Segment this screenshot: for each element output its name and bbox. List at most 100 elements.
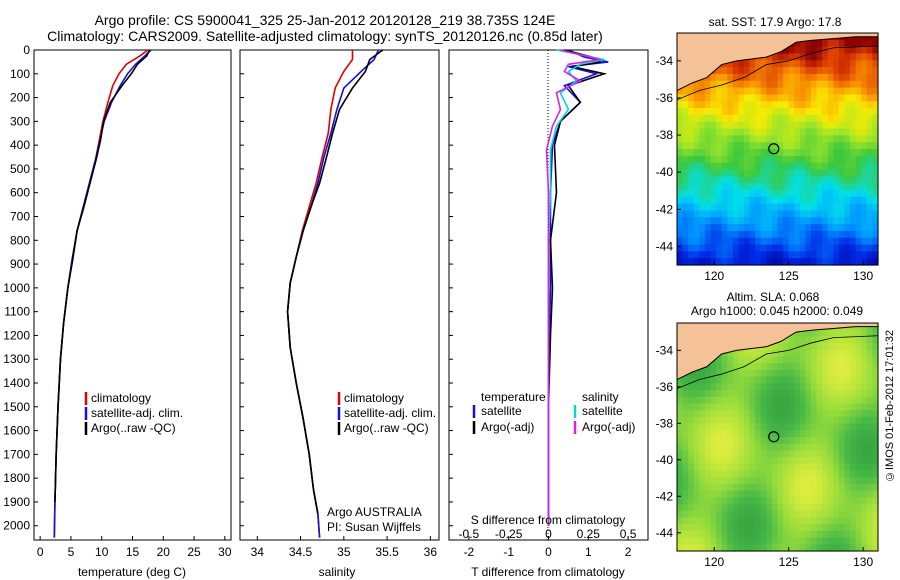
heatmap-cell	[811, 410, 818, 418]
heatmap-cell	[755, 101, 762, 109]
heatmap-cell	[777, 450, 784, 458]
heatmap-cell	[855, 524, 862, 532]
heatmap-cell	[833, 490, 840, 498]
heatmap-cell	[744, 142, 751, 150]
heatmap-cell	[682, 403, 689, 411]
heatmap-cell	[827, 349, 834, 358]
heatmap-cell	[788, 390, 795, 398]
heatmap-cell	[727, 155, 734, 164]
heatmap-cell	[682, 490, 689, 498]
heatmap-cell	[710, 403, 717, 411]
heatmap-cell	[710, 189, 717, 198]
heatmap-cell	[838, 530, 846, 539]
heatmap-cell	[755, 162, 762, 171]
heatmap-cell	[682, 410, 689, 418]
heatmap-cell	[732, 135, 740, 143]
heatmap-cell	[838, 544, 846, 552]
x-tick-label: -2	[464, 545, 475, 559]
heatmap-cell	[732, 162, 740, 171]
heatmap-cell	[744, 410, 751, 418]
y-tick-label: -36	[656, 91, 674, 105]
heatmap-cell	[777, 230, 784, 239]
heatmap-cell	[760, 530, 767, 539]
heatmap-cell	[732, 490, 740, 498]
heatmap-cell	[794, 108, 801, 116]
heatmap-cell	[699, 524, 706, 532]
heatmap-cell	[822, 443, 829, 452]
heatmap-cell	[755, 121, 762, 130]
heatmap-cell	[788, 530, 795, 539]
heatmap-cell	[688, 210, 695, 218]
heatmap-cell	[861, 210, 868, 218]
heatmap-cell	[744, 504, 751, 512]
heatmap-cell	[688, 477, 695, 485]
heatmap-cell	[716, 443, 723, 452]
heatmap-cell	[788, 343, 795, 351]
heatmap-cell	[777, 504, 784, 512]
heatmap-cell	[682, 443, 689, 452]
heatmap-cell	[766, 356, 773, 364]
heatmap-cell	[794, 224, 801, 232]
heatmap-cell	[727, 210, 734, 218]
heatmap-cell	[838, 114, 846, 123]
heatmap-cell	[688, 203, 695, 212]
heatmap-cell	[799, 430, 807, 438]
heatmap-cell	[827, 53, 834, 61]
heatmap-cell	[710, 230, 717, 239]
heatmap-cell	[699, 416, 706, 425]
heatmap-cell	[771, 463, 779, 472]
heatmap-cell	[760, 210, 767, 218]
heatmap-cell	[816, 203, 823, 212]
heatmap-cell	[855, 142, 862, 150]
heatmap-cell	[704, 73, 712, 82]
heatmap-cell	[827, 517, 834, 525]
heatmap-cell	[704, 155, 712, 164]
heatmap-cell	[838, 470, 846, 478]
heatmap-cell	[766, 369, 773, 378]
heatmap-cell	[716, 457, 723, 465]
heatmap-cell	[844, 477, 851, 485]
heatmap-cell	[850, 39, 857, 48]
heatmap-cell	[710, 258, 717, 266]
heatmap-cell	[866, 53, 874, 61]
heatmap-cell	[688, 530, 695, 539]
x-tick-label: 1	[585, 545, 592, 559]
heatmap-cell	[805, 524, 812, 532]
heatmap-cell	[699, 135, 706, 143]
heatmap-cell	[755, 251, 762, 259]
heatmap-cell	[805, 128, 812, 136]
heatmap-cell	[738, 101, 745, 109]
series-line-temperature-argo-adj-	[547, 49, 608, 526]
heatmap-cell	[788, 217, 795, 225]
heatmap-cell	[872, 443, 879, 452]
heatmap-cell	[799, 497, 807, 505]
heatmap-cell	[866, 470, 874, 478]
heatmap-cell	[872, 67, 879, 75]
heatmap-cell	[816, 108, 823, 116]
heatmap-cell	[749, 369, 756, 378]
heatmap-cell	[777, 390, 784, 398]
heatmap-cell	[788, 258, 795, 266]
heatmap-cell	[732, 94, 740, 102]
heatmap-cell	[844, 396, 851, 405]
heatmap-cell	[755, 169, 762, 177]
heatmap-cell	[816, 244, 823, 252]
heatmap-cell	[805, 73, 812, 82]
heatmap-cell	[699, 176, 706, 184]
heatmap-cell	[844, 53, 851, 61]
heatmap-cell	[850, 121, 857, 130]
heatmap-cell	[838, 94, 846, 102]
heatmap-cell	[861, 437, 868, 445]
heatmap-cell	[744, 463, 751, 472]
x-tick-label: 34	[251, 545, 265, 559]
heatmap-cell	[783, 230, 790, 239]
heatmap-cell	[850, 73, 857, 82]
heatmap-cell	[699, 210, 706, 218]
y-tick-label: 900	[10, 257, 30, 271]
heatmap-cell	[838, 437, 846, 445]
heatmap-cell	[677, 142, 684, 150]
heatmap-cell	[760, 230, 767, 239]
heatmap-cell	[749, 67, 756, 75]
heatmap-cell	[755, 490, 762, 498]
heatmap-cell	[766, 80, 773, 89]
